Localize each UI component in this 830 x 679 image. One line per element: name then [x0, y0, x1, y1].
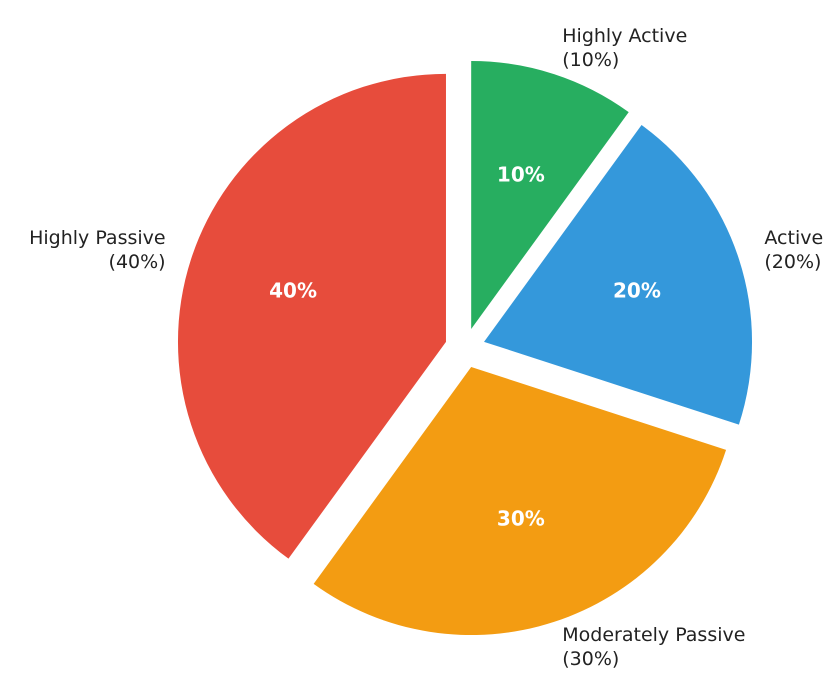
value-label: 40%	[269, 279, 317, 303]
value-label: 30%	[497, 506, 545, 530]
wedge	[177, 73, 446, 559]
percent-label: (40%)	[109, 251, 166, 273]
wedge	[484, 125, 753, 425]
value-label: 10%	[497, 163, 545, 187]
percent-label: (10%)	[562, 49, 619, 71]
wedge	[313, 367, 727, 636]
category-label: Highly Passive	[29, 227, 166, 249]
value-label: 20%	[613, 279, 661, 303]
category-label: Highly Active	[562, 25, 687, 47]
wedge	[471, 60, 629, 329]
percent-label: (20%)	[764, 251, 821, 273]
percent-label: (30%)	[562, 648, 619, 670]
category-label: Active	[764, 227, 823, 249]
category-label: Moderately Passive	[562, 624, 745, 646]
